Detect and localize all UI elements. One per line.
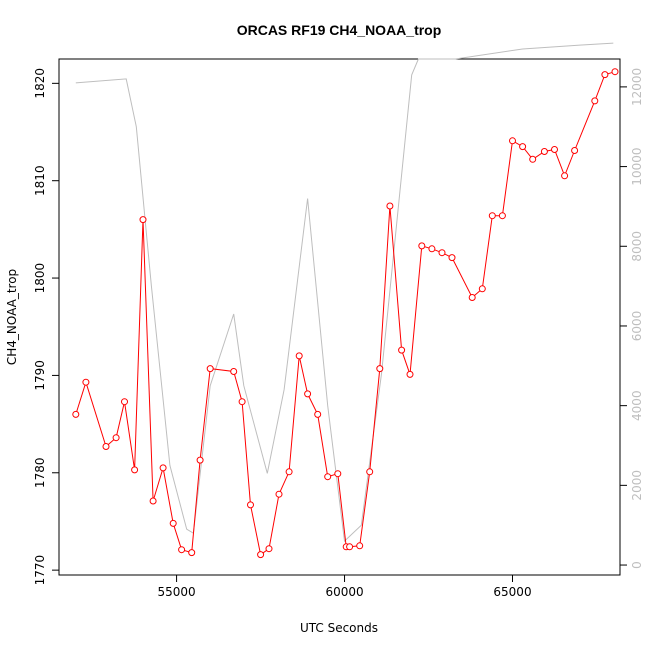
ch4-point	[386, 202, 394, 210]
ch4-point	[131, 466, 139, 474]
y-tick-label: 1820	[33, 68, 47, 99]
ch4-point	[139, 216, 147, 224]
y2-tick-label: 10000	[630, 148, 644, 186]
ch4-point	[112, 434, 120, 442]
y2-tick-label: 12000	[630, 68, 644, 106]
ch4-point	[230, 368, 238, 375]
y-axis-left: 1770 1780 1790 1800 1810 1820	[33, 68, 59, 585]
ch4-point	[529, 155, 537, 163]
y-tick-label: 1780	[33, 458, 47, 489]
ch4-point	[334, 470, 342, 478]
ch4-point	[159, 464, 167, 472]
ch4-point	[509, 137, 516, 145]
ch4-series	[72, 68, 619, 559]
ch4-point	[551, 146, 558, 153]
ch4-point	[488, 212, 496, 220]
ch4-point	[206, 365, 214, 373]
y-tick-label: 1770	[33, 555, 47, 586]
ch4-point	[346, 543, 354, 551]
ch4-point	[611, 68, 619, 76]
ch4-point	[571, 147, 579, 154]
y-tick-label: 1800	[33, 263, 47, 294]
y2-tick-label: 0	[630, 561, 644, 569]
ch4-point	[149, 497, 157, 505]
ch4-point	[438, 249, 446, 257]
ch4-point	[406, 370, 414, 378]
x-tick-label: 65000	[493, 585, 531, 599]
altitude-series	[75, 42, 614, 543]
y-tick-label: 1790	[33, 360, 47, 391]
ch4-point	[295, 352, 303, 360]
ch4-point	[498, 212, 506, 220]
y2-tick-label: 4000	[630, 390, 644, 421]
y2-tick-label: 8000	[630, 231, 644, 262]
ch4-point	[366, 468, 374, 476]
ch4-point	[478, 285, 486, 293]
ch4-point	[257, 551, 265, 559]
ch4-point	[265, 545, 273, 553]
ch4-point	[169, 519, 177, 527]
ch4-point	[398, 346, 406, 354]
y-tick-label: 1810	[33, 165, 47, 196]
ch4-point	[540, 148, 548, 155]
ch4-point	[304, 390, 312, 398]
ch4-point	[238, 398, 246, 406]
chart-title: ORCAS RF19 CH4_NOAA_trop	[237, 22, 442, 38]
ch4-point	[247, 501, 254, 509]
ch4-point	[188, 549, 196, 557]
ch4-point	[72, 410, 80, 418]
y-axis-label: CH4_NOAA_trop	[5, 269, 19, 365]
x-tick-label: 60000	[325, 585, 363, 599]
ch4-point	[591, 97, 599, 105]
ch4-point	[519, 143, 527, 151]
y2-tick-label: 2000	[630, 470, 644, 501]
ch4-point	[428, 245, 436, 253]
ch4-point	[324, 473, 332, 481]
ch4-point	[561, 172, 569, 180]
ch4-point	[376, 365, 384, 373]
ch4-point	[356, 542, 364, 550]
ch4-point	[275, 490, 283, 498]
ch4-point	[314, 410, 322, 418]
ch4-point	[102, 443, 110, 450]
y2-tick-label: 6000	[630, 311, 644, 342]
ch4-point	[285, 468, 293, 476]
ch4-point	[196, 456, 204, 464]
ch4-point	[448, 254, 456, 262]
x-axis: 55000 60000 65000	[157, 575, 532, 599]
ch4-point	[178, 546, 186, 554]
x-tick-label: 55000	[157, 585, 195, 599]
ch4-point	[601, 71, 609, 79]
x-axis-label: UTC Seconds	[300, 621, 378, 635]
ch4-point	[121, 398, 128, 406]
ch4-point	[468, 294, 476, 301]
ch4-line	[75, 71, 616, 556]
ch4-point	[82, 378, 90, 386]
ch4-point	[418, 242, 426, 250]
plot-frame	[58, 58, 621, 576]
altitude-line	[75, 42, 614, 543]
y-axis-right: 0 2000 4000 6000 8000 10000 12000	[620, 68, 644, 569]
